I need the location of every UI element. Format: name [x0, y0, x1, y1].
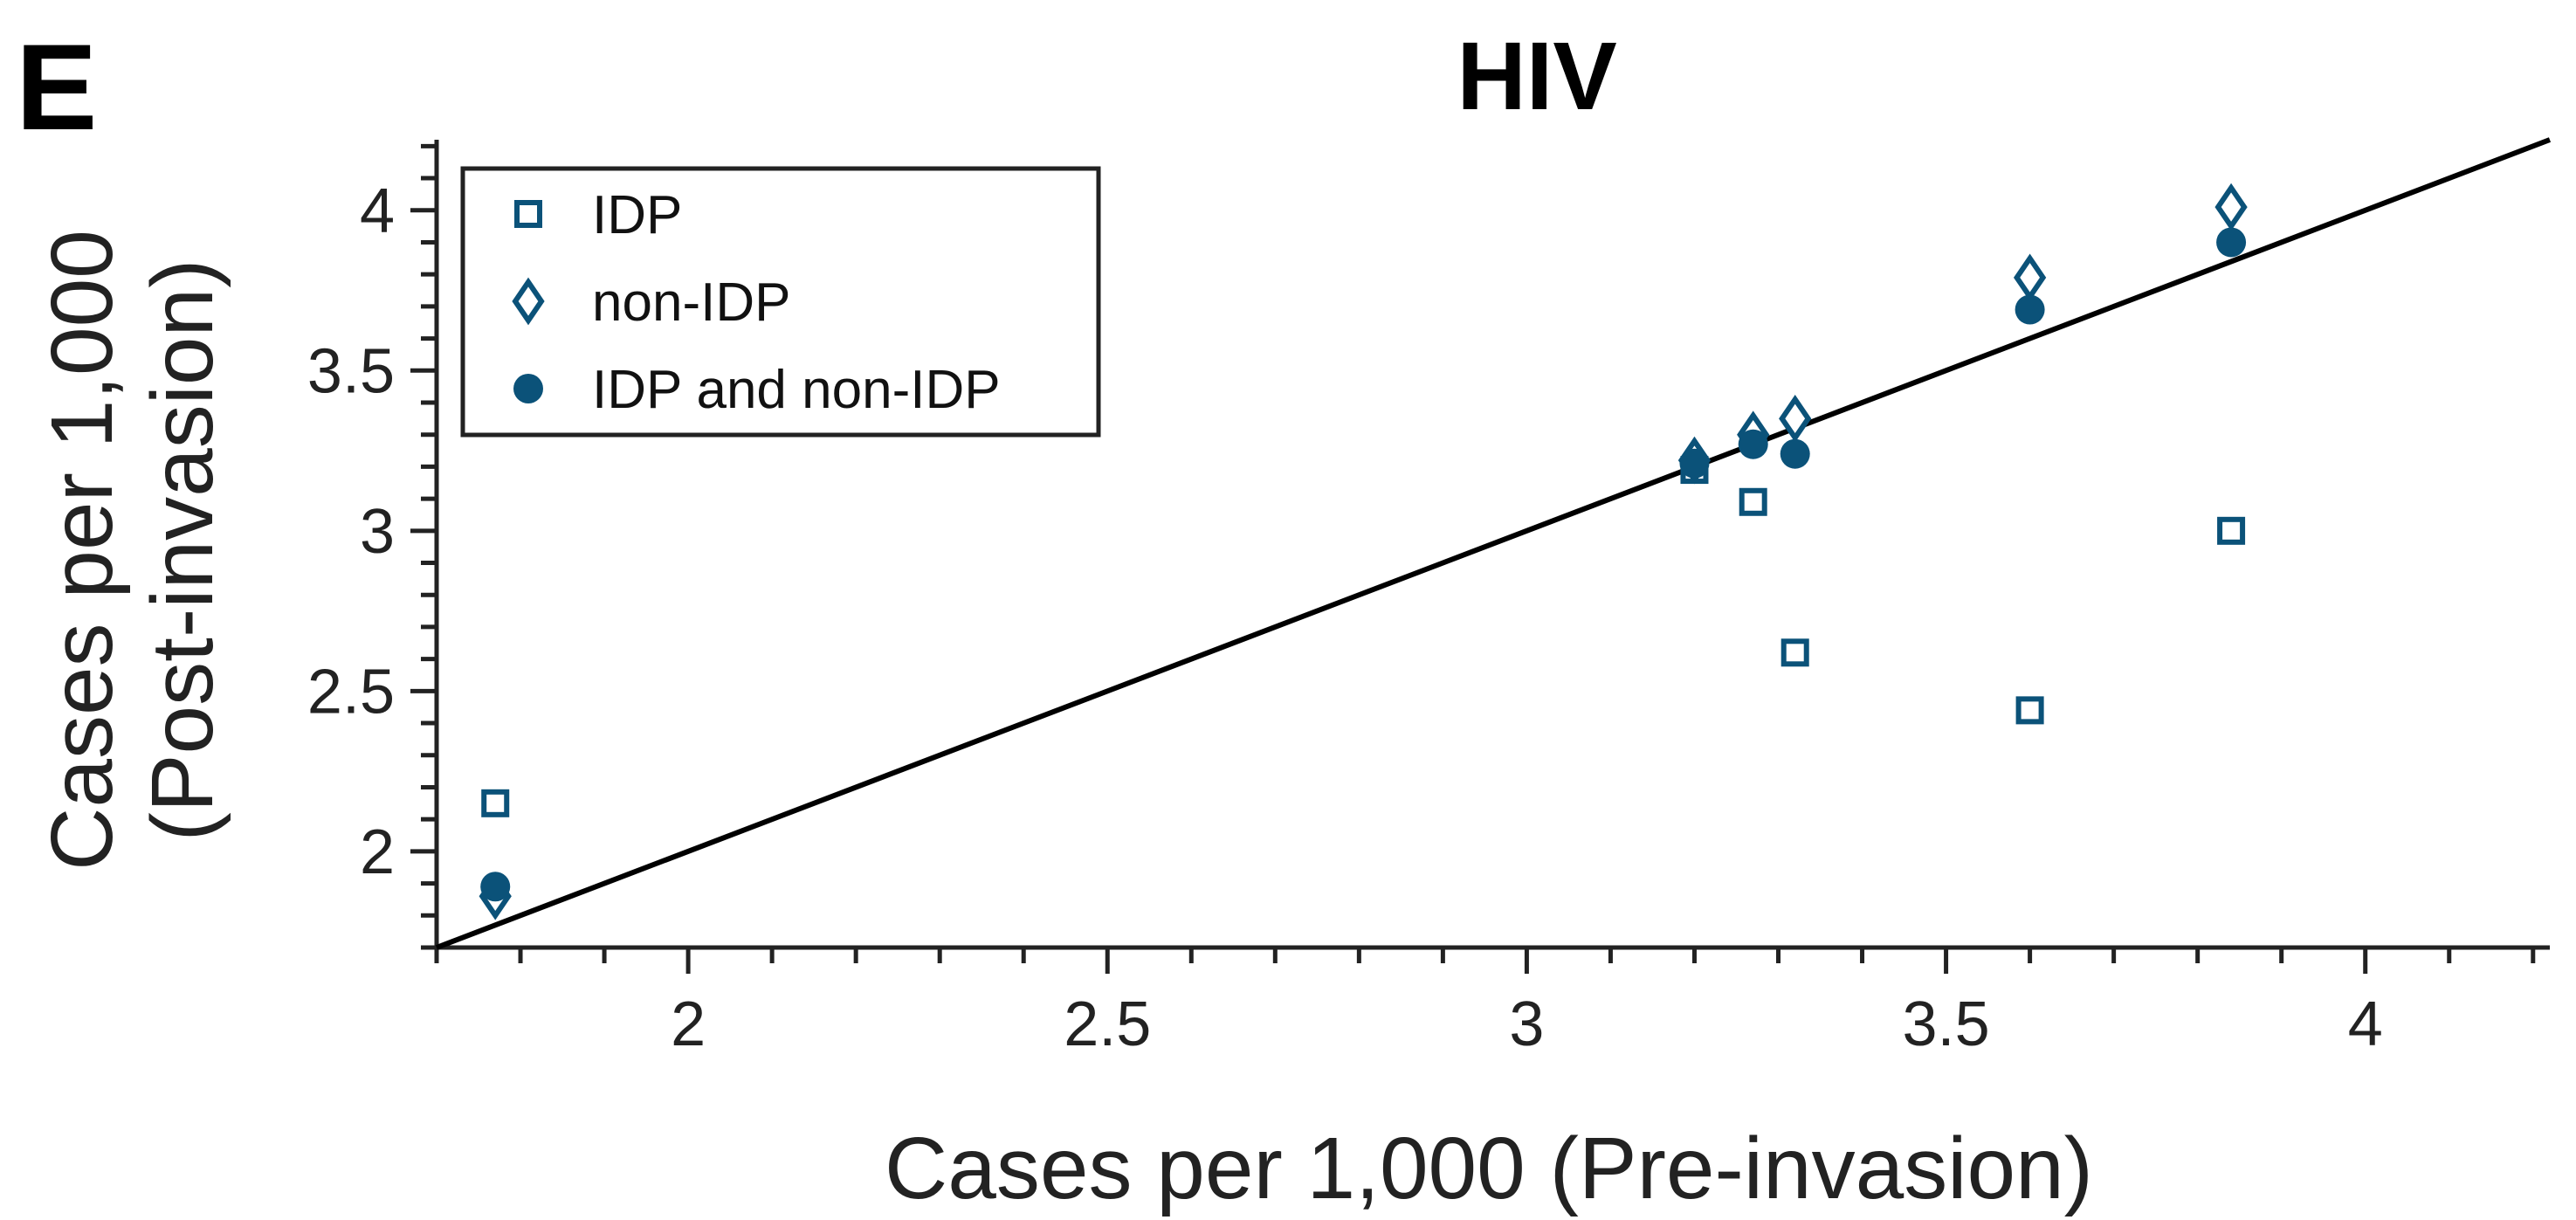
series-group [480, 227, 2247, 902]
x-tick-label: 3 [1509, 989, 1544, 1059]
panel-label: E [16, 18, 97, 155]
legend: IDP non-IDP IDP and non-IDP [460, 166, 1101, 438]
y-tick-label: 3.5 [307, 336, 395, 406]
y-axis-title-line-1: Cases per 1,000 [33, 230, 131, 871]
reference-line-layer [435, 137, 2552, 950]
y-tick-label: 3 [360, 497, 395, 567]
x-tick-label: 4 [2348, 989, 2383, 1059]
data-point [1779, 395, 1812, 443]
data-point [2214, 183, 2248, 231]
legend-frame [460, 166, 1101, 438]
x-axis-title: Cases per 1,000 (Pre-invasion) [885, 1120, 2093, 1217]
y-axis-title: Cases per 1,000 (Post-invasion) [33, 230, 231, 871]
data-point [480, 872, 511, 902]
y-tick-label: 4 [360, 176, 395, 246]
data-points [479, 183, 2248, 920]
x-tick-label: 2.5 [1064, 989, 1151, 1059]
data-point [1780, 638, 1809, 667]
y-tick-label: 2 [360, 817, 395, 887]
legend-label: IDP and non-IDP [592, 360, 1001, 420]
data-point [481, 789, 510, 817]
legend-marker [513, 374, 543, 403]
y-tick-label: 2.5 [307, 657, 395, 727]
legend-label: IDP [592, 185, 682, 245]
axes: 2 2.5 3 3.5 4 2 2.5 3 3.5 4 [307, 140, 2550, 1059]
data-point [2015, 294, 2045, 325]
x-tick-label: 3.5 [1903, 989, 1990, 1059]
data-point [1679, 448, 1710, 479]
data-point [2015, 696, 2044, 725]
chart-title: HIV [1457, 23, 1616, 130]
x-tick-label: 2 [671, 989, 706, 1059]
data-point [2013, 253, 2047, 302]
data-point [1780, 438, 1810, 469]
data-point [1739, 487, 1767, 516]
legend-label: non-IDP [592, 272, 790, 333]
data-point [1738, 429, 1768, 459]
series-group [481, 456, 2246, 817]
legend-marker [512, 277, 545, 326]
identity-reference-line [435, 137, 2552, 950]
data-point [2216, 227, 2247, 258]
y-axis-title-line-2: (Post-invasion) [134, 259, 231, 842]
data-point [2217, 516, 2246, 545]
legend-marker [514, 200, 542, 228]
